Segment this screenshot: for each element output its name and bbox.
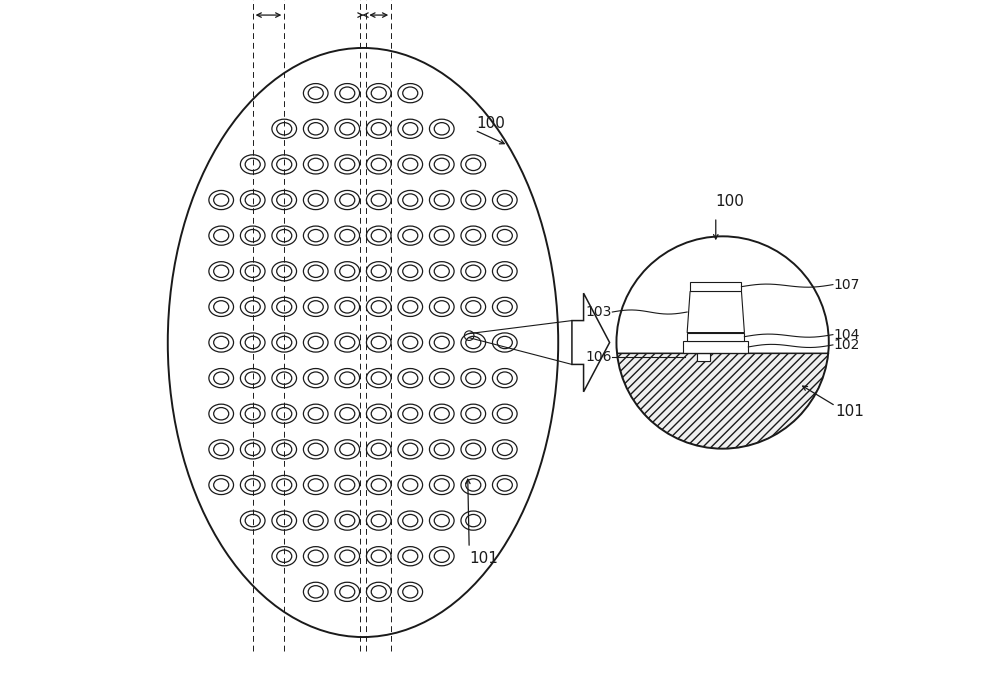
Text: W: W bbox=[371, 0, 386, 3]
Circle shape bbox=[616, 236, 829, 449]
Polygon shape bbox=[687, 292, 744, 333]
Text: S: S bbox=[358, 0, 368, 3]
Bar bbox=[683, 341, 748, 353]
Bar bbox=[690, 282, 741, 292]
Text: 106: 106 bbox=[585, 350, 612, 364]
Text: 100: 100 bbox=[715, 194, 744, 209]
Text: 101: 101 bbox=[469, 551, 498, 566]
Text: 100: 100 bbox=[476, 116, 505, 131]
Bar bbox=[697, 353, 710, 362]
Bar bbox=[697, 353, 710, 362]
Text: 101: 101 bbox=[836, 404, 865, 419]
Polygon shape bbox=[572, 293, 610, 392]
Text: 107: 107 bbox=[834, 277, 860, 292]
Text: P: P bbox=[264, 0, 273, 3]
Text: 103: 103 bbox=[585, 305, 612, 319]
Polygon shape bbox=[616, 342, 829, 449]
Text: 102: 102 bbox=[834, 338, 860, 352]
Bar bbox=[687, 333, 744, 341]
Text: 104: 104 bbox=[834, 327, 860, 342]
